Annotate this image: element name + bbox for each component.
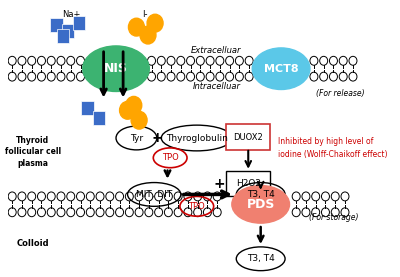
- Text: Intracelluar: Intracelluar: [192, 82, 240, 91]
- FancyBboxPatch shape: [226, 171, 270, 196]
- Text: TPO: TPO: [188, 202, 205, 211]
- Text: Tyr: Tyr: [130, 134, 143, 142]
- FancyBboxPatch shape: [56, 29, 69, 43]
- Text: NIS: NIS: [104, 62, 128, 75]
- Text: Na+: Na+: [62, 10, 81, 19]
- Text: (For storage): (For storage): [309, 213, 358, 222]
- Text: TPO: TPO: [162, 153, 178, 162]
- FancyBboxPatch shape: [226, 124, 270, 150]
- Circle shape: [140, 26, 156, 44]
- Text: (For release): (For release): [316, 89, 365, 98]
- Text: I-: I-: [142, 10, 148, 19]
- FancyBboxPatch shape: [62, 24, 74, 38]
- FancyBboxPatch shape: [72, 16, 85, 30]
- Text: Thyroglobulin: Thyroglobulin: [166, 134, 228, 142]
- FancyBboxPatch shape: [50, 18, 63, 32]
- Circle shape: [120, 101, 136, 119]
- Circle shape: [131, 111, 147, 129]
- Ellipse shape: [232, 186, 290, 223]
- Circle shape: [128, 18, 144, 36]
- Circle shape: [126, 96, 142, 114]
- Text: DUOX2: DUOX2: [233, 132, 263, 142]
- Text: T3, T4: T3, T4: [247, 254, 274, 263]
- Text: Thyroid
follicular cell
plasma: Thyroid follicular cell plasma: [4, 135, 61, 168]
- Text: MCT8: MCT8: [264, 64, 298, 74]
- Text: MIT, DIT: MIT, DIT: [136, 190, 172, 199]
- Text: H2O2: H2O2: [236, 179, 261, 188]
- Text: +: +: [151, 131, 163, 145]
- Text: PDS: PDS: [246, 198, 275, 211]
- Circle shape: [147, 14, 163, 32]
- Text: +: +: [213, 176, 225, 191]
- Text: Extracelluar: Extracelluar: [191, 46, 242, 55]
- Ellipse shape: [83, 46, 149, 91]
- Text: Colloid: Colloid: [16, 239, 49, 248]
- FancyBboxPatch shape: [93, 111, 105, 125]
- FancyBboxPatch shape: [82, 101, 94, 115]
- Text: T3, T4: T3, T4: [247, 190, 274, 199]
- Text: Inhibited by high level of
iodine (Wolff-Chaikoff effect): Inhibited by high level of iodine (Wolff…: [278, 137, 388, 159]
- Ellipse shape: [252, 48, 310, 89]
